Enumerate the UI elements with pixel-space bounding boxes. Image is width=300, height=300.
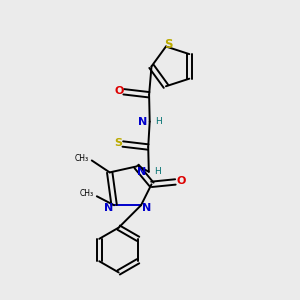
Text: S: S bbox=[114, 138, 122, 148]
Text: N: N bbox=[138, 117, 147, 127]
Text: H: H bbox=[154, 167, 160, 176]
Text: O: O bbox=[114, 86, 124, 96]
Text: N: N bbox=[142, 203, 151, 213]
Text: CH₃: CH₃ bbox=[75, 154, 89, 163]
Text: N: N bbox=[137, 167, 146, 177]
Text: N: N bbox=[103, 203, 113, 213]
Text: O: O bbox=[176, 176, 185, 186]
Text: CH₃: CH₃ bbox=[80, 189, 94, 198]
Text: S: S bbox=[164, 38, 172, 51]
Text: H: H bbox=[155, 117, 161, 126]
